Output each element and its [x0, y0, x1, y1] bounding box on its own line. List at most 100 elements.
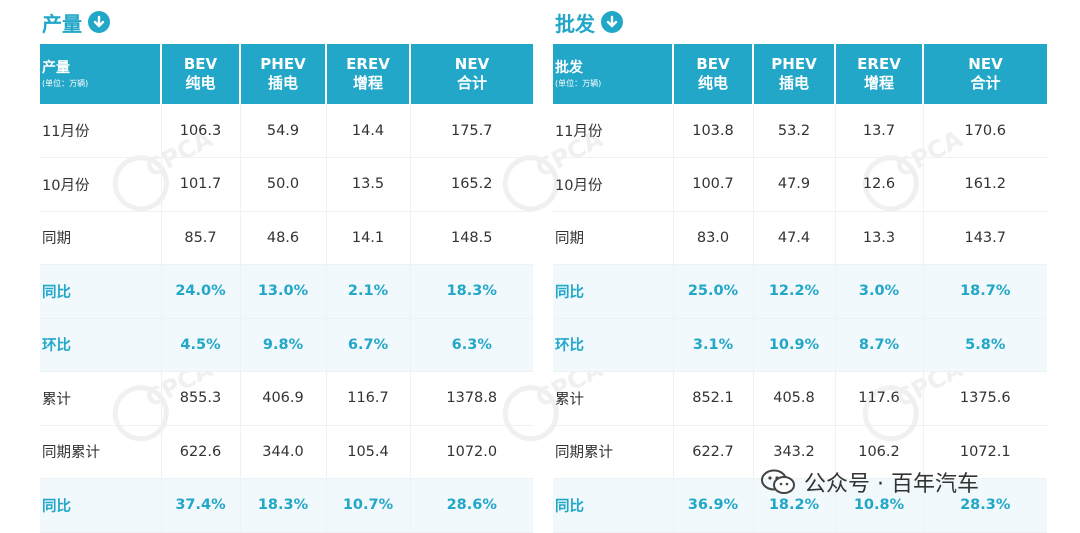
- row-label: 同比: [553, 478, 674, 533]
- table-row: 同期累计 622.7 343.2 106.2 1072.1: [553, 425, 1047, 479]
- arrow-down-icon: [601, 11, 623, 33]
- column-header-phev: PHEV 插电: [240, 44, 327, 104]
- cell-value: 1072.0: [410, 425, 533, 479]
- cell-value: 14.4: [326, 104, 411, 158]
- production-title-text: 产量: [42, 11, 82, 36]
- column-header-nev: NEV 合计: [410, 44, 533, 104]
- row-label: 11月份: [40, 104, 162, 158]
- cell-value: 143.7: [923, 211, 1047, 265]
- cell-value: 343.2: [753, 425, 836, 479]
- wholesale-table: 批发 (单位：万辆) BEV 纯电 PHEV 插电 EREV 增程 NEV 合计 11月…: [553, 44, 1047, 533]
- column-header-phev: PHEV 插电: [753, 44, 836, 104]
- cell-value: 6.7%: [326, 318, 411, 372]
- header-label-cell: 批发 (单位：万辆): [553, 44, 674, 104]
- table-row: 累计 855.3 406.9 116.7 1378.8: [40, 371, 533, 426]
- cell-value: 10.9%: [753, 318, 836, 372]
- table-row-highlight: 同比 37.4% 18.3% 10.7% 28.6%: [40, 478, 533, 533]
- wechat-icon: [761, 469, 795, 494]
- table-row: 同期累计 622.6 344.0 105.4 1072.0: [40, 425, 533, 479]
- header-row: 产量 (单位：万辆) BEV 纯电 PHEV 插电 EREV 增程 NEV 合计: [40, 44, 533, 104]
- cell-value: 53.2: [753, 104, 836, 158]
- row-label: 同比: [40, 264, 162, 319]
- row-label: 11月份: [553, 104, 674, 158]
- cell-value: 106.2: [835, 425, 924, 479]
- row-label: 10月份: [40, 157, 162, 212]
- cell-value: 18.3%: [410, 264, 533, 319]
- column-header-bev: BEV 纯电: [161, 44, 241, 104]
- cell-value: 622.6: [161, 425, 241, 479]
- cell-value: 6.3%: [410, 318, 533, 372]
- cell-value: 47.9: [753, 157, 836, 212]
- column-header-erev: EREV 增程: [835, 44, 924, 104]
- cell-value: 83.0: [673, 211, 754, 265]
- row-label: 同比: [40, 478, 162, 533]
- cell-value: 5.8%: [923, 318, 1047, 372]
- table-row: 11月份 103.8 53.2 13.7 170.6: [553, 104, 1047, 158]
- cell-value: 12.6: [835, 157, 924, 212]
- table-row-highlight: 同比 24.0% 13.0% 2.1% 18.3%: [40, 264, 533, 319]
- cell-value: 10.7%: [326, 478, 411, 533]
- table-row: 10月份 101.7 50.0 13.5 165.2: [40, 157, 533, 212]
- cell-value: 1378.8: [410, 371, 533, 426]
- table-row: 10月份 100.7 47.9 12.6 161.2: [553, 157, 1047, 212]
- column-header-nev: NEV 合计: [923, 44, 1047, 104]
- cell-value: 2.1%: [326, 264, 411, 319]
- cell-value: 12.2%: [753, 264, 836, 319]
- row-label: 环比: [553, 318, 674, 372]
- cell-value: 85.7: [161, 211, 241, 265]
- account-name: 公众号 · 百年汽车: [804, 472, 979, 497]
- cell-value: 28.3%: [923, 478, 1047, 533]
- cell-value: 48.6: [240, 211, 327, 265]
- header-label-cell: 产量 (单位：万辆): [40, 44, 162, 104]
- table-row: 同期 85.7 48.6 14.1 148.5: [40, 211, 533, 265]
- cell-value: 50.0: [240, 157, 327, 212]
- wholesale-title-text: 批发: [555, 11, 595, 36]
- cell-value: 3.0%: [835, 264, 924, 319]
- row-label: 累计: [40, 371, 162, 426]
- cell-value: 116.7: [326, 371, 411, 426]
- row-label: 环比: [40, 318, 162, 372]
- unit-label: (单位：万辆): [42, 79, 89, 88]
- column-header-erev: EREV 增程: [326, 44, 411, 104]
- cell-value: 13.7: [835, 104, 924, 158]
- cell-value: 36.9%: [673, 478, 754, 533]
- cell-value: 25.0%: [673, 264, 754, 319]
- production-table: 产量 (单位：万辆) BEV 纯电 PHEV 插电 EREV 增程 NEV 合计 11月…: [40, 44, 533, 533]
- row-label: 同期累计: [553, 425, 674, 479]
- wholesale-panel: 批发 批发 (单位：万辆) BEV 纯电 PHEV 插电 EREV 增程 NEV 合计 …: [553, 0, 1047, 533]
- row-label: 同期: [553, 211, 674, 265]
- production-panel: 产量 产量 (单位：万辆) BEV 纯电 PHEV 插电 EREV 增程 NEV 合计 …: [40, 0, 533, 533]
- row-label: 10月份: [553, 157, 674, 212]
- cell-value: 165.2: [410, 157, 533, 212]
- row-label: 同期: [40, 211, 162, 265]
- cell-value: 405.8: [753, 371, 836, 426]
- table-row-highlight: 环比 3.1% 10.9% 8.7% 5.8%: [553, 318, 1047, 372]
- cell-value: 13.0%: [240, 264, 327, 319]
- row-label: 累计: [553, 371, 674, 426]
- cell-value: 18.7%: [923, 264, 1047, 319]
- table-row: 累计 852.1 405.8 117.6 1375.6: [553, 371, 1047, 426]
- cell-value: 170.6: [923, 104, 1047, 158]
- header-label: 产量: [42, 60, 70, 76]
- row-label: 同比: [553, 264, 674, 319]
- arrow-down-icon: [88, 11, 110, 33]
- cell-value: 1072.1: [923, 425, 1047, 479]
- header-label: 批发: [555, 60, 583, 76]
- cell-value: 161.2: [923, 157, 1047, 212]
- cell-value: 175.7: [410, 104, 533, 158]
- row-label: 同期累计: [40, 425, 162, 479]
- header-row: 批发 (单位：万辆) BEV 纯电 PHEV 插电 EREV 增程 NEV 合计: [553, 44, 1047, 104]
- cell-value: 100.7: [673, 157, 754, 212]
- table-row-highlight: 环比 4.5% 9.8% 6.7% 6.3%: [40, 318, 533, 372]
- cell-value: 117.6: [835, 371, 924, 426]
- cell-value: 8.7%: [835, 318, 924, 372]
- cell-value: 37.4%: [161, 478, 241, 533]
- cell-value: 101.7: [161, 157, 241, 212]
- cell-value: 4.5%: [161, 318, 241, 372]
- cell-value: 54.9: [240, 104, 327, 158]
- cell-value: 105.4: [326, 425, 411, 479]
- column-header-bev: BEV 纯电: [673, 44, 754, 104]
- table-row: 同期 83.0 47.4 13.3 143.7: [553, 211, 1047, 265]
- cell-value: 1375.6: [923, 371, 1047, 426]
- unit-label: (单位：万辆): [555, 79, 602, 88]
